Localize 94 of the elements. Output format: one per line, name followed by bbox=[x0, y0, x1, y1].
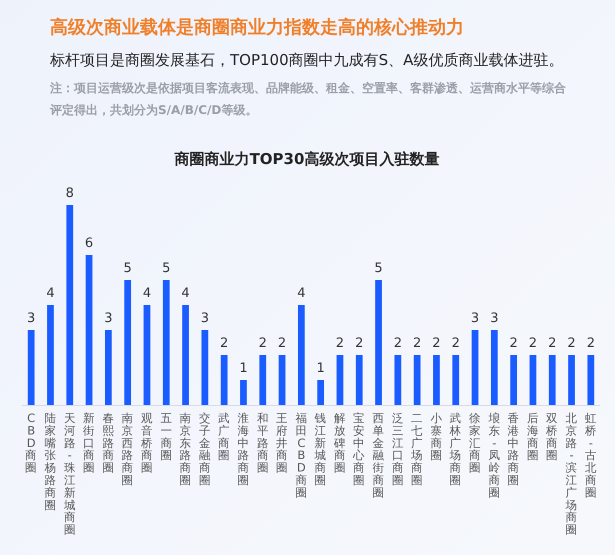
data-label: 2 bbox=[567, 336, 576, 351]
bar bbox=[201, 330, 208, 405]
x-tick-label: 新街口商圈 bbox=[83, 411, 96, 475]
x-tick-label: 交子金融商圈 bbox=[198, 411, 211, 487]
x-tick-label: 南京西路商圈 bbox=[122, 411, 134, 487]
bar bbox=[182, 305, 189, 405]
bar bbox=[548, 355, 556, 405]
bar bbox=[472, 330, 478, 405]
x-tick-label: 钱江新城商圈 bbox=[314, 411, 327, 487]
data-label: 3 bbox=[470, 311, 480, 326]
data-label: 3 bbox=[200, 311, 209, 326]
x-tick-label: 西单金融街商圈 bbox=[372, 411, 385, 500]
x-tick-label: 淮海中路商圈 bbox=[237, 411, 250, 487]
x-tick-label: 观音桥商圈 bbox=[140, 411, 153, 475]
bar bbox=[414, 355, 421, 405]
bar bbox=[162, 280, 170, 405]
chart-title: 高级次商业载体是商圈商业力指数走高的核心推动力 bbox=[50, 17, 464, 38]
x-tick-label: 埌东-凤岭商圈 bbox=[487, 411, 500, 500]
x-tick-label: 泛三江口商圈 bbox=[392, 411, 404, 487]
bar bbox=[375, 280, 382, 405]
data-label: 2 bbox=[413, 336, 422, 351]
data-label: 4 bbox=[46, 286, 55, 301]
x-tick-label: 春熙路商圈 bbox=[102, 411, 114, 475]
x-tick-label: 徐家汇商圈 bbox=[469, 411, 482, 475]
text: 商圈商业力TOP30高级次项目入驻数量 bbox=[174, 150, 440, 168]
data-label: 2 bbox=[528, 336, 538, 351]
x-tick-label: 五一商圈 bbox=[160, 411, 172, 462]
bar bbox=[220, 355, 228, 405]
data-label: 3 bbox=[27, 311, 36, 326]
bar bbox=[336, 355, 344, 405]
data-label: 2 bbox=[452, 336, 460, 351]
bar bbox=[356, 355, 363, 405]
data-label: 2 bbox=[355, 336, 364, 351]
bar bbox=[144, 305, 150, 405]
data-label: 2 bbox=[548, 336, 556, 351]
bar bbox=[124, 280, 132, 405]
data-label: 3 bbox=[490, 311, 498, 326]
x-tick-label: 王府井商圈 bbox=[276, 411, 288, 475]
text: 注：项目运营级次是依据项目客流表现、品牌能级、租金、空置率、客群渗透、运营商水平等综合评定得出，共划分为S/A/B/C/D等级。 bbox=[49, 81, 567, 117]
data-label: 5 bbox=[162, 261, 170, 276]
x-tick-label: CBD商圈 bbox=[25, 411, 38, 475]
bar bbox=[240, 380, 247, 405]
bar bbox=[568, 355, 575, 405]
category-label: 天河路-珠江新城商圈 bbox=[64, 411, 76, 537]
bar bbox=[530, 355, 536, 405]
data-label: 3 bbox=[104, 311, 113, 326]
data-label: 2 bbox=[509, 336, 518, 351]
bar bbox=[86, 255, 92, 405]
category-label: 北京路-滨江广场商圈 bbox=[566, 411, 578, 537]
bar bbox=[298, 305, 305, 405]
data-label: 2 bbox=[220, 336, 228, 351]
x-tick-label: 解放碑商圈 bbox=[332, 411, 346, 475]
x-tick-label: 和平路商圈 bbox=[256, 411, 269, 475]
bar bbox=[394, 355, 402, 405]
data-label: 2 bbox=[394, 336, 402, 351]
bar bbox=[104, 330, 112, 405]
x-tick-label: 香港中路商圈 bbox=[508, 411, 520, 487]
bar bbox=[510, 355, 518, 405]
bar bbox=[278, 355, 286, 405]
data-label: 2 bbox=[336, 336, 344, 351]
data-label: 2 bbox=[278, 336, 286, 351]
data-label: 5 bbox=[374, 261, 383, 276]
data-label: 1 bbox=[316, 361, 325, 376]
bar bbox=[317, 380, 324, 405]
x-tick-label: 二七广场商圈 bbox=[410, 411, 424, 487]
x-tick-label: 虹桥-古北商圈 bbox=[584, 411, 597, 500]
x-tick-label: 武广商圈 bbox=[218, 411, 230, 462]
data-label: 2 bbox=[258, 336, 267, 351]
bar bbox=[490, 330, 498, 405]
x-tick-label: 后海商圈 bbox=[526, 411, 539, 462]
x-tick-label: 陆家嘴张杨路商圈 bbox=[43, 411, 56, 512]
chart-subtitle: 标杆项目是商圈发展基石，TOP100商圈中九成有S、A级优质商业载体进驻。 bbox=[49, 51, 564, 69]
data-label: 2 bbox=[586, 336, 595, 351]
x-tick-label: 双桥商圈 bbox=[545, 411, 558, 462]
bar bbox=[66, 205, 74, 405]
x-tick-label: 小寨商圈 bbox=[430, 411, 442, 462]
bar bbox=[452, 355, 460, 405]
data-label: 1 bbox=[239, 361, 248, 376]
bar bbox=[587, 355, 594, 405]
data-label: 4 bbox=[297, 286, 306, 301]
x-tick-label: 南京东路商圈 bbox=[180, 411, 192, 487]
x-tick-label: 宝安中心商圈 bbox=[352, 411, 366, 487]
data-label: 4 bbox=[142, 286, 152, 301]
x-tick-label: 福田CBD商圈 bbox=[295, 411, 308, 500]
bar bbox=[259, 355, 266, 405]
data-label: 2 bbox=[432, 336, 441, 351]
data-label: 4 bbox=[181, 286, 190, 301]
bar bbox=[433, 355, 440, 405]
data-label: 8 bbox=[66, 186, 74, 201]
data-label: 6 bbox=[84, 236, 94, 251]
x-tick-label: 武林广场商圈 bbox=[448, 411, 462, 487]
data-label: 5 bbox=[124, 261, 132, 276]
bar bbox=[47, 305, 54, 405]
bar bbox=[28, 330, 35, 405]
